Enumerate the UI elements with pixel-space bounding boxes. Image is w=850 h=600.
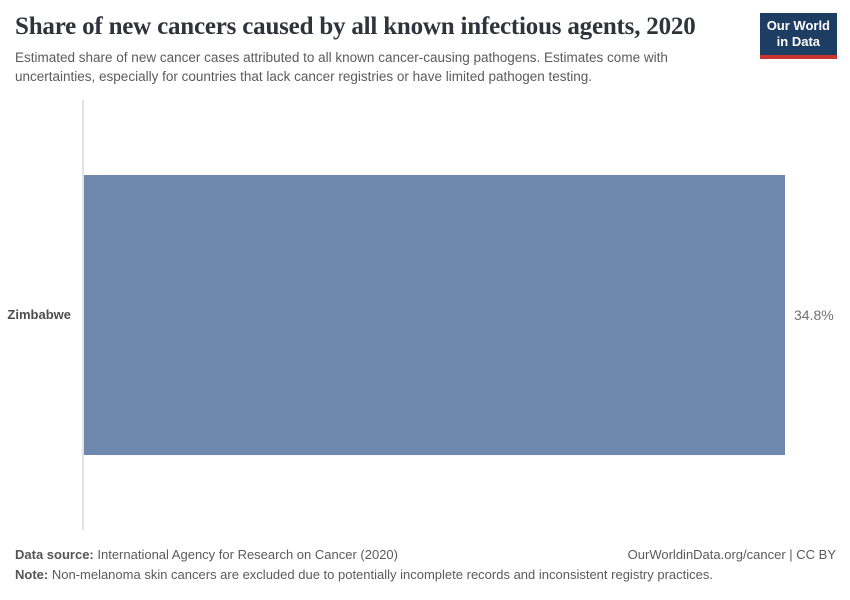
data-source-line: Data source: International Agency for Re… [15,545,398,565]
logo-line-1: Our World [766,18,830,33]
bar-zimbabwe[interactable] [84,174,785,455]
bar-row: Zimbabwe 34.8% [0,174,834,455]
note-label: Note: [15,566,49,582]
header-text: Share of new cancers caused by all known… [15,13,746,87]
page-title: Share of new cancers caused by all known… [15,13,696,40]
data-source-text: International Agency for Research on Can… [93,546,398,562]
note-line: Note: Non-melanoma skin cancers are excl… [15,565,713,585]
owid-logo: Our World in Data [759,13,837,59]
footer-source-row: Data source: International Agency for Re… [15,545,836,565]
value-label: 34.8% [794,306,834,323]
footer-note-row: Note: Non-melanoma skin cancers are excl… [15,565,836,585]
note-text: Non-melanoma skin cancers are excluded d… [48,566,713,582]
chart-header: Share of new cancers caused by all known… [0,0,850,87]
y-axis-line [82,99,84,530]
chart-footer: Data source: International Agency for Re… [15,545,836,585]
bar-track [84,174,785,455]
logo-line-2: in Data [776,34,821,50]
chart-subtitle: Estimated share of new cancer cases attr… [15,49,668,84]
bar-chart-plot: Zimbabwe 34.8% [0,99,850,530]
category-label-zimbabwe: Zimbabwe [7,307,71,323]
data-source-label: Data source: [15,546,94,562]
owid-license-link[interactable]: OurWorldinData.org/cancer | CC BY [627,546,836,562]
